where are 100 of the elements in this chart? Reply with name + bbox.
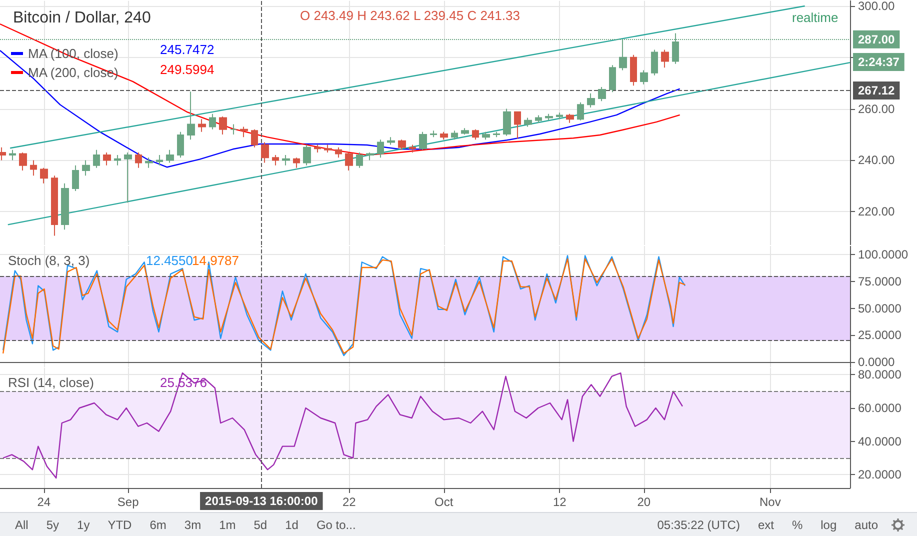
candlestick	[598, 86, 606, 102]
text: 1m	[218, 518, 237, 532]
candlestick	[356, 152, 363, 168]
candlestick	[177, 131, 184, 158]
x-tick-label: 22	[342, 495, 356, 509]
candlestick	[30, 160, 37, 176]
candlestick	[230, 124, 237, 135]
annotation: O 243.49 H 243.62 L 239.45 C 241.33	[300, 8, 520, 23]
candlestick	[135, 152, 142, 168]
candlestick	[335, 146, 342, 158]
y-tick-label: 240.00	[858, 153, 896, 168]
y-tick-label: 75.0000	[858, 274, 902, 288]
candlestick	[282, 154, 290, 166]
line-series	[0, 23, 680, 156]
text: All	[14, 518, 30, 532]
candlestick	[219, 116, 227, 135]
y-tick-label: 25.0000	[858, 328, 902, 342]
candlestick	[472, 128, 479, 140]
candlestick	[661, 49, 669, 68]
candlestick	[166, 149, 174, 164]
y-tick-label: 260.00	[858, 102, 896, 116]
text: 5d	[252, 518, 268, 532]
candlestick	[503, 108, 511, 136]
text: log	[820, 518, 838, 532]
annotation: Stoch (8, 3, 3)	[8, 253, 90, 268]
text: auto	[854, 518, 879, 532]
y-tick-label: 80.0000	[858, 368, 902, 382]
y-tick-label: 60.0000	[858, 401, 902, 415]
x-tick-label: Nov	[760, 495, 781, 509]
x-tick-label: 24	[37, 495, 51, 509]
candlestick	[587, 92, 595, 108]
candlestick	[61, 182, 69, 230]
text: 5y	[45, 518, 60, 532]
ref-line-label: 2015-09-13 16:00:00	[205, 494, 318, 508]
candlestick	[524, 117, 532, 128]
candlestick	[40, 167, 48, 184]
candlestick	[19, 152, 27, 171]
candlestick	[198, 118, 206, 132]
candlestick	[609, 64, 616, 93]
candlestick	[514, 110, 521, 140]
x-tick-label: Oct	[434, 495, 454, 509]
candlestick	[240, 126, 248, 138]
candlestick	[103, 152, 111, 166]
candlestick	[482, 131, 490, 140]
candlestick	[114, 154, 121, 166]
ref-line-label: 287.00	[858, 32, 896, 46]
y-tick-label: 100.0000	[858, 248, 908, 262]
candlestick	[293, 157, 300, 168]
annotation: 249.5994	[160, 62, 214, 77]
text: %	[790, 518, 804, 532]
candlestick	[398, 139, 406, 150]
candlestick	[9, 149, 16, 161]
text: Go to...	[315, 518, 357, 532]
y-tick-label: 40.0000	[858, 434, 902, 448]
candlestick	[272, 154, 279, 166]
candlestick	[451, 130, 458, 140]
annotation: 245.7472	[160, 42, 214, 57]
x-tick-label: Sep	[117, 495, 140, 509]
candlestick	[440, 131, 448, 140]
x-tick-label: 12	[552, 495, 567, 509]
candlestick	[82, 160, 90, 176]
candlestick	[314, 144, 321, 153]
annotation: realtime	[792, 10, 838, 25]
candlestick	[187, 91, 195, 140]
candlestick	[577, 102, 584, 121]
text: ext	[756, 518, 775, 532]
text: 2:24:37	[858, 55, 900, 69]
candlestick	[651, 49, 658, 76]
candlestick	[156, 154, 163, 166]
annotation: 14.9787	[192, 253, 239, 268]
candlestick	[409, 144, 416, 153]
text: 1d	[284, 518, 300, 532]
candlestick	[640, 70, 648, 85]
candlestick	[419, 131, 427, 150]
candlestick	[324, 144, 332, 153]
candlestick	[303, 144, 311, 166]
text: 1y	[76, 518, 91, 532]
text: 6m	[148, 518, 168, 532]
candlestick	[377, 139, 384, 158]
candlestick	[345, 152, 353, 171]
candlestick	[387, 136, 395, 146]
candlestick	[209, 113, 216, 130]
annotation: RSI (14, close)	[8, 375, 94, 390]
text: Bitcoin / Dollar, 240	[13, 10, 151, 26]
candlestick	[124, 152, 132, 204]
y-tick-label: 300.00	[858, 0, 896, 13]
candlestick	[535, 114, 542, 124]
candlestick	[493, 131, 500, 138]
candlestick	[545, 113, 553, 121]
candlestick	[556, 112, 563, 120]
candlestick	[430, 130, 437, 138]
candlestick	[261, 142, 269, 164]
annotation: 12.4550	[146, 253, 193, 268]
candlestick	[366, 152, 374, 161]
text: 3m	[183, 518, 202, 532]
candlestick	[251, 128, 258, 148]
line-series	[2, 372, 684, 479]
text: YTD	[106, 518, 133, 532]
candlestick	[93, 149, 100, 168]
y-tick-label: 20.0000	[858, 468, 902, 482]
